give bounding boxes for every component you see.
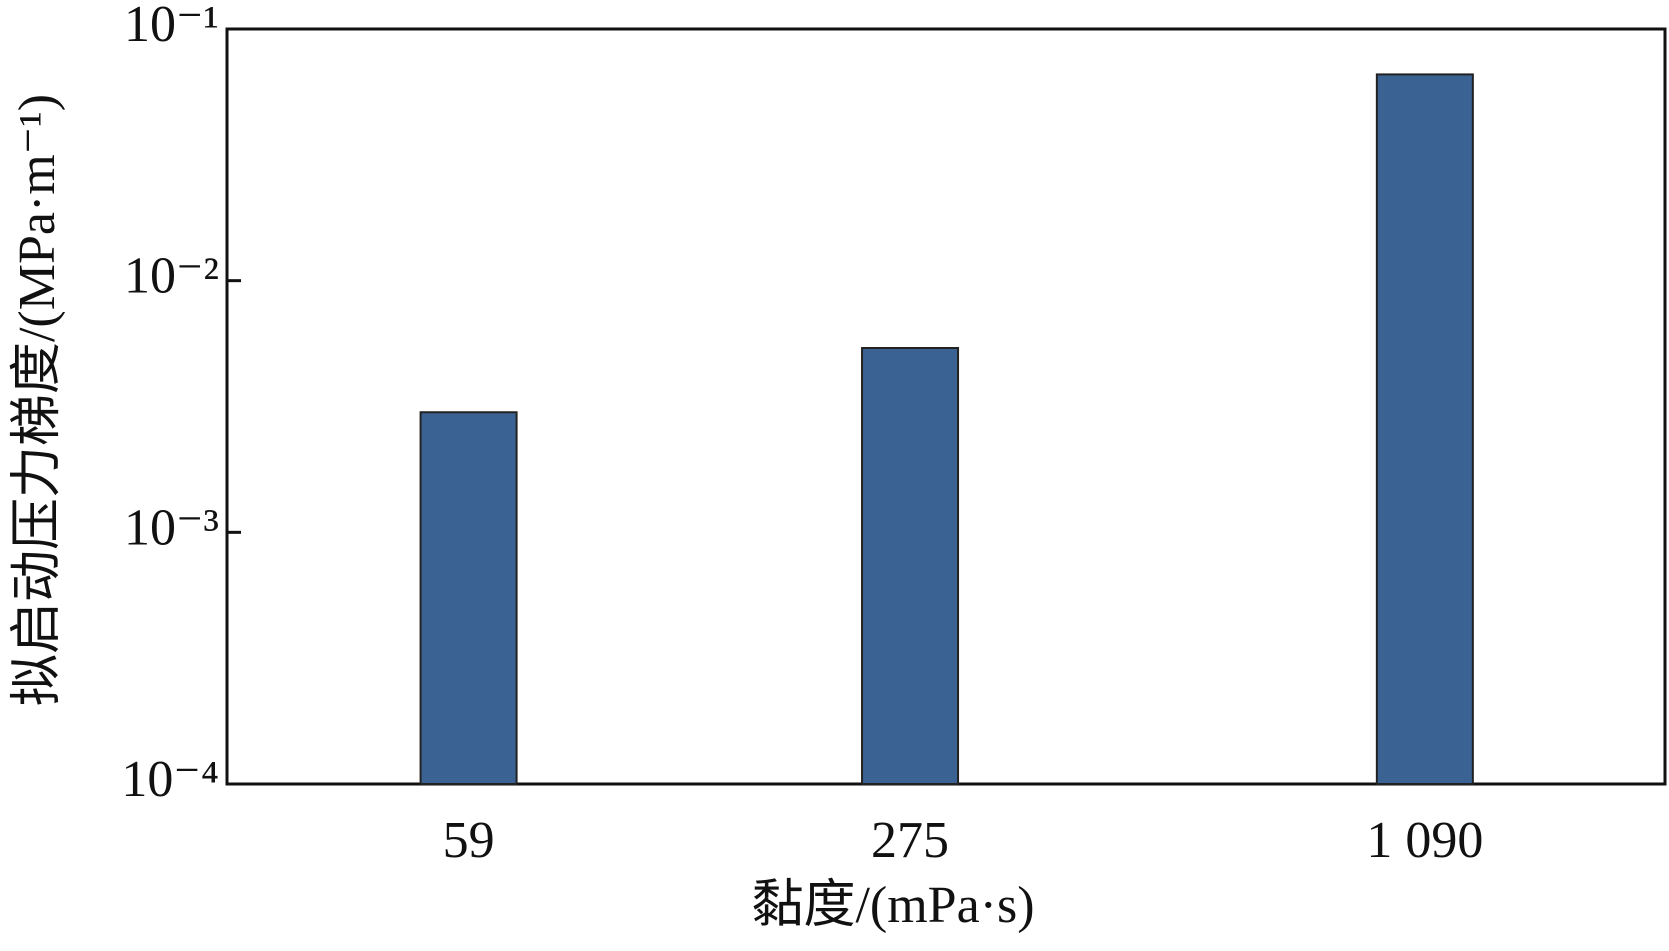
y-axis-title: 拟启动压力梯度/(MPa·m⁻¹) <box>9 94 66 706</box>
x-tick-label: 59 <box>443 812 495 869</box>
y-tick-label: 10⁻⁴ <box>121 751 219 808</box>
x-tick-label: 1 090 <box>1366 812 1483 869</box>
bar <box>861 347 960 785</box>
y-tick-label: 10⁻³ <box>124 499 219 556</box>
x-axis-title: 黏度/(mPa·s) <box>751 877 1034 934</box>
y-tick-label: 10⁻¹ <box>124 0 219 53</box>
bar <box>419 411 518 785</box>
y-tick-label: 10⁻² <box>124 248 219 305</box>
x-tick-label: 275 <box>871 812 949 869</box>
bar <box>1375 73 1474 785</box>
